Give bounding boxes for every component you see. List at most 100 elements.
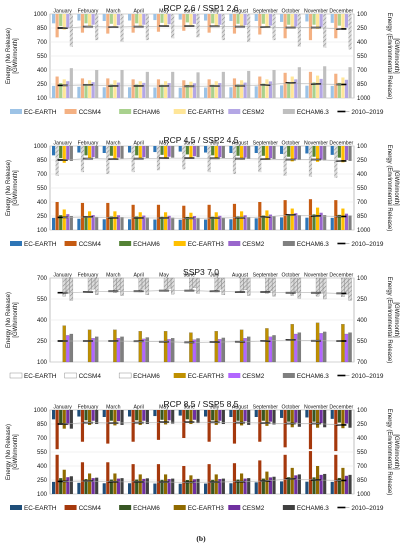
bar-bottom bbox=[240, 473, 244, 494]
month-label: October bbox=[281, 9, 300, 15]
bar-bottom bbox=[178, 483, 182, 494]
bar-bottom bbox=[247, 217, 251, 230]
bar-bottom bbox=[84, 216, 88, 230]
bar-bottom bbox=[337, 214, 341, 230]
month-label: June bbox=[184, 405, 195, 411]
bar-bottom bbox=[113, 473, 117, 494]
bar-bottom bbox=[254, 482, 258, 494]
bar-bottom bbox=[164, 212, 168, 230]
bar-bottom bbox=[135, 479, 139, 494]
bar-bottom bbox=[218, 339, 222, 363]
bar-bottom bbox=[66, 477, 70, 494]
bar-bottom bbox=[265, 471, 269, 494]
bar-bottom bbox=[265, 210, 269, 230]
y-tick-left: 250 bbox=[37, 339, 48, 345]
bar-bottom bbox=[84, 84, 88, 98]
bar-bottom bbox=[182, 466, 186, 494]
bar-top bbox=[348, 277, 352, 301]
bar-top bbox=[91, 277, 95, 290]
legend-swatch bbox=[173, 109, 186, 114]
bar-top bbox=[236, 146, 240, 156]
bar-bottom bbox=[185, 84, 189, 98]
bar-top bbox=[62, 14, 66, 30]
bar-bottom bbox=[319, 333, 323, 363]
bar-bottom bbox=[135, 216, 139, 230]
bar-top bbox=[69, 14, 73, 47]
bar-bottom bbox=[120, 217, 124, 230]
chart-rcp26: RCP 2.6 / SSP1 2.6 100 250 400 550 700 850 1000… bbox=[6, 3, 399, 116]
legend-label: EC-EARTH bbox=[24, 241, 57, 248]
bar-bottom bbox=[52, 217, 56, 230]
bar-top bbox=[247, 410, 251, 425]
bar-bottom bbox=[109, 216, 113, 230]
bar-top bbox=[185, 410, 189, 420]
bar-top bbox=[160, 146, 164, 155]
month-label: December bbox=[329, 9, 353, 15]
y-axis-label-left: Energy (No Release) bbox=[6, 292, 12, 348]
bar-bottom bbox=[91, 478, 95, 494]
bar-bottom bbox=[261, 83, 265, 98]
bar-top bbox=[116, 410, 121, 422]
bar-bottom bbox=[131, 204, 135, 230]
bar-top bbox=[243, 146, 247, 158]
bar-bottom bbox=[348, 474, 352, 494]
bar-top bbox=[261, 146, 265, 156]
bar-top bbox=[283, 410, 287, 448]
bar-top bbox=[153, 146, 157, 153]
month-label: February bbox=[78, 273, 99, 279]
bar-bottom bbox=[66, 214, 70, 230]
bar-top bbox=[297, 146, 301, 160]
bar-top bbox=[218, 410, 222, 421]
bar-bottom bbox=[167, 83, 171, 98]
legend-label: ECHAM6 bbox=[133, 373, 160, 380]
bar-top bbox=[344, 410, 349, 424]
bar-top bbox=[84, 14, 88, 24]
bar-bottom bbox=[290, 324, 294, 363]
bar-top bbox=[280, 14, 284, 22]
bar-bottom bbox=[164, 81, 168, 98]
y-axis-label-left-unit: [GWh/month] bbox=[13, 170, 19, 206]
legend-label: CCSM4 bbox=[79, 373, 102, 380]
bar-bottom bbox=[153, 219, 157, 230]
bar-top bbox=[319, 410, 323, 424]
bar-bottom bbox=[247, 70, 251, 98]
bar-bottom bbox=[207, 79, 211, 98]
bar-bottom bbox=[272, 216, 276, 230]
bar-top bbox=[294, 277, 298, 293]
bar-top bbox=[84, 410, 88, 421]
bar-top bbox=[247, 14, 251, 42]
bar-top bbox=[232, 410, 237, 444]
bar-top bbox=[240, 14, 244, 27]
y-tick-right: 400 bbox=[357, 318, 368, 324]
y-tick-left: 550 bbox=[37, 186, 48, 192]
bar-top bbox=[52, 410, 56, 420]
bar-top bbox=[316, 146, 320, 162]
bar-top bbox=[323, 277, 327, 300]
reference-line-top bbox=[62, 421, 342, 426]
bar-bottom bbox=[145, 217, 149, 230]
bar-top bbox=[120, 410, 124, 425]
bar-bottom bbox=[192, 479, 197, 494]
bar-top bbox=[182, 410, 186, 438]
month-label: November bbox=[304, 141, 328, 147]
legend-label-reference: 2010–2019 bbox=[351, 505, 383, 512]
bar-top bbox=[113, 277, 117, 293]
bar-bottom bbox=[261, 478, 265, 494]
bar-bottom bbox=[319, 78, 323, 98]
bar-top bbox=[280, 410, 284, 418]
bar-top bbox=[142, 410, 146, 421]
bar-bottom bbox=[142, 478, 146, 494]
y-tick-left: 250 bbox=[37, 82, 48, 88]
bar-bottom bbox=[69, 476, 73, 494]
bar-bottom bbox=[204, 219, 208, 230]
month-label: December bbox=[329, 405, 353, 411]
bar-top bbox=[131, 410, 135, 442]
bar-bottom bbox=[294, 79, 298, 98]
bar-top bbox=[102, 410, 106, 417]
legend-label: ECHAM6 bbox=[133, 109, 160, 116]
bar-top bbox=[59, 410, 63, 424]
bar-bottom bbox=[214, 331, 218, 363]
bar-bottom bbox=[204, 483, 208, 494]
bar-top bbox=[185, 14, 189, 23]
y-tick-right: 400 bbox=[357, 172, 368, 178]
